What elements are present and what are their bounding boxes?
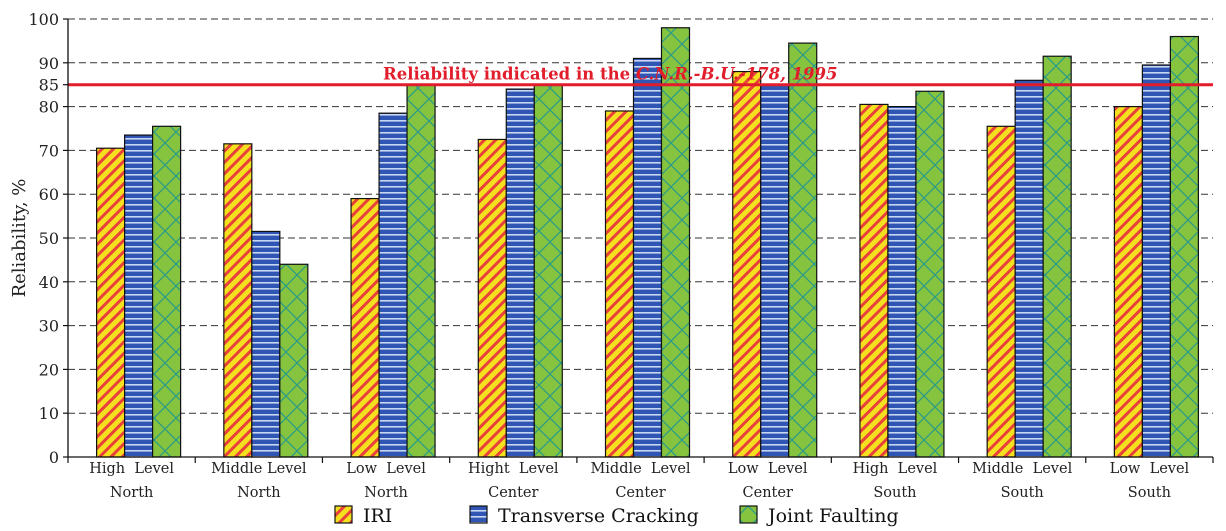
bar-transverse-cracking	[1014, 79, 1044, 458]
y-axis-label: Reliability, %	[9, 179, 30, 298]
x-category-label: South	[1128, 485, 1171, 501]
x-category-label: North	[110, 485, 154, 501]
bar-iri	[96, 147, 126, 458]
y-tick-label: 70	[39, 141, 59, 160]
bar-iri	[732, 70, 762, 458]
bars-layer	[96, 27, 1199, 458]
bar-iri	[223, 143, 253, 458]
y-tick-label: 60	[39, 185, 59, 204]
y-tick-label: 40	[39, 273, 59, 292]
bar-joint-faulting	[152, 125, 182, 458]
bar-iri	[350, 197, 380, 458]
bar-joint-faulting	[1042, 55, 1072, 458]
bar-joint-faulting	[660, 27, 691, 458]
x-category-label: North	[364, 485, 408, 501]
bar-transverse-cracking	[887, 105, 917, 458]
bar-transverse-cracking	[378, 112, 408, 458]
bar-iri	[986, 125, 1016, 458]
bar-joint-faulting	[788, 42, 818, 458]
x-category-label: Hight Level	[468, 461, 559, 477]
x-category-label: Middle Level	[972, 461, 1072, 477]
y-tick-label: 20	[39, 360, 59, 379]
bar-transverse-cracking	[124, 134, 154, 458]
x-category-label: Low Level	[728, 461, 808, 477]
reference-layer: Reliability indicated in the C.N.R.-B.U.…	[68, 65, 1213, 87]
x-category-label: North	[237, 485, 281, 501]
legend-label-transverse-cracking: Transverse Cracking	[498, 505, 699, 527]
y-tick-label: 0	[49, 448, 59, 467]
y-ticks: 0 10 20 30 40 50 60 70 80 85 90 100	[28, 10, 68, 467]
x-category-label: Center	[615, 485, 665, 501]
legend-label-iri: IRI	[363, 505, 392, 527]
legend-swatch-iri	[334, 505, 353, 524]
bar-iri	[859, 103, 889, 458]
bar-transverse-cracking	[505, 88, 535, 458]
bar-transverse-cracking	[760, 84, 790, 458]
y-tick-label: 85	[39, 76, 59, 95]
x-categories: High Level North Middle Level North Low Leve…	[89, 461, 1189, 501]
x-category-label: Middle Level	[211, 461, 307, 477]
x-category-label: South	[1001, 485, 1044, 501]
bar-joint-faulting	[533, 84, 563, 458]
x-category-label: Middle Level	[590, 461, 690, 477]
reference-line-label: Reliability indicated in the C.N.R.-B.U.…	[383, 65, 838, 84]
bar-transverse-cracking	[251, 230, 281, 458]
bar-iri	[604, 110, 635, 458]
y-tick-label: 100	[28, 10, 59, 29]
y-tick-label: 80	[39, 98, 59, 117]
legend-label-joint-faulting: Joint Faulting	[766, 505, 899, 527]
legend-swatch-transverse-cracking	[469, 505, 488, 524]
y-tick-label: 90	[39, 54, 59, 73]
x-category-label: High Level	[89, 461, 174, 477]
bar-transverse-cracking	[1141, 64, 1171, 458]
bar-joint-faulting	[406, 84, 436, 458]
x-category-label: Low Level	[1110, 461, 1190, 477]
bar-iri	[477, 138, 507, 458]
x-category-label: Center	[743, 485, 793, 501]
bar-transverse-cracking	[632, 57, 663, 458]
y-tick-label: 30	[39, 317, 59, 336]
x-category-label: Center	[488, 485, 538, 501]
bar-iri	[1113, 105, 1143, 458]
x-category-label: Low Level	[346, 461, 426, 477]
bar-joint-faulting	[915, 90, 945, 458]
x-category-label: South	[873, 485, 916, 501]
bar-joint-faulting	[1169, 35, 1199, 458]
legend-swatch-joint-faulting	[739, 505, 758, 524]
legend: IRI Transverse Cracking Joint Faulting	[334, 505, 899, 527]
y-tick-label: 50	[39, 229, 59, 248]
bar-joint-faulting	[279, 263, 309, 458]
y-tick-label: 10	[39, 404, 59, 423]
x-category-label: High Level	[853, 461, 938, 477]
